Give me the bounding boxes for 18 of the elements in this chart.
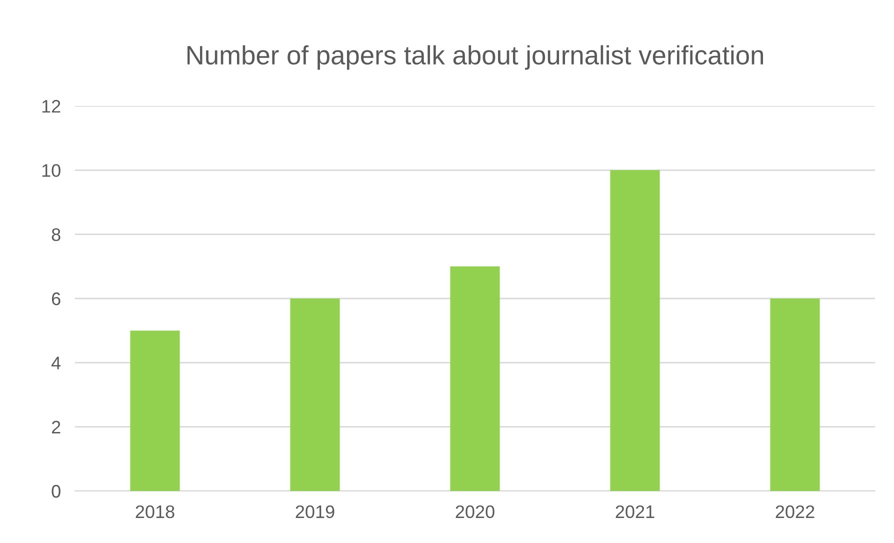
y-tick-label: 0 (52, 484, 60, 498)
y-tick-label: 2 (52, 420, 60, 434)
y-tick-label: 8 (52, 228, 60, 242)
bar (770, 298, 820, 491)
y-tick-label: 4 (51, 356, 61, 370)
x-tick-label: 2021 (616, 505, 654, 518)
bar (610, 170, 660, 491)
y-tick-label: 6 (52, 292, 60, 306)
bar (290, 298, 340, 491)
chart-title: Number of papers talk about journalist verification (187, 45, 763, 70)
bar (450, 266, 500, 491)
x-tick-label: 2020 (456, 505, 494, 518)
y-tick-label: 10 (42, 164, 60, 177)
bar (130, 330, 180, 491)
x-tick-label: 2019 (296, 505, 334, 518)
x-tick-label: 2018 (136, 505, 174, 518)
y-tick-label: 12 (42, 100, 60, 113)
x-tick-label: 2022 (776, 505, 814, 518)
